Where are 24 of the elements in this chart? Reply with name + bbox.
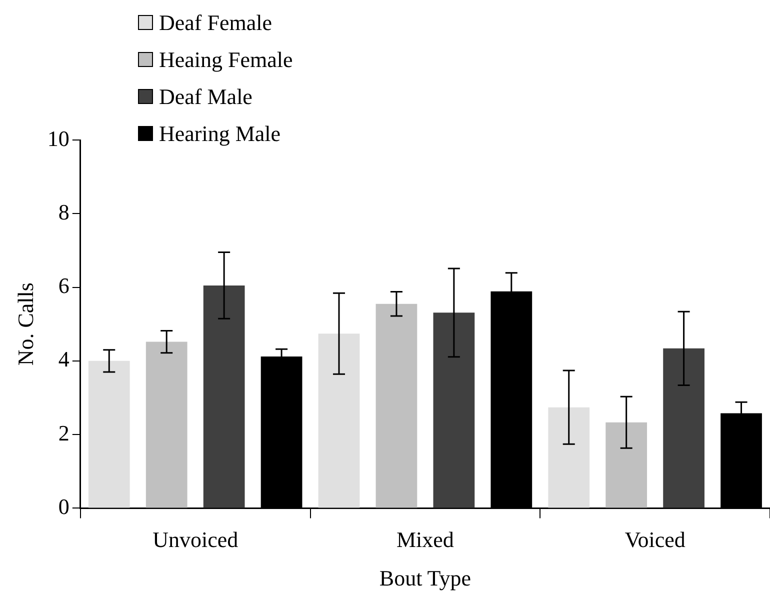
y-tick-label: 4: [58, 346, 70, 372]
x-tick-label: Unvoiced: [152, 527, 238, 552]
bar: [376, 304, 418, 508]
bar: [433, 312, 475, 508]
bar: [146, 342, 188, 508]
legend-label: Hearing Male: [159, 120, 281, 148]
bar: [606, 422, 648, 508]
x-tick-label: Mixed: [396, 527, 454, 552]
bar: [318, 334, 360, 508]
y-tick-label: 6: [58, 273, 70, 298]
y-axis-title: No. Calls: [12, 282, 38, 366]
x-axis-title: Bout Type: [379, 566, 471, 591]
legend-label: Heaing Female: [159, 46, 293, 74]
y-tick-label: 2: [58, 420, 70, 446]
y-tick-label: 0: [58, 494, 70, 519]
bar: [203, 285, 245, 508]
bar: [548, 407, 590, 508]
legend-label: Deaf Female: [159, 9, 272, 37]
legend-label: Deaf Male: [159, 83, 252, 111]
x-tick-label: Voiced: [624, 527, 686, 552]
bar: [88, 360, 130, 508]
bar: [663, 348, 704, 508]
y-tick-label: 8: [58, 199, 70, 224]
y-tick-label: 10: [47, 126, 70, 151]
